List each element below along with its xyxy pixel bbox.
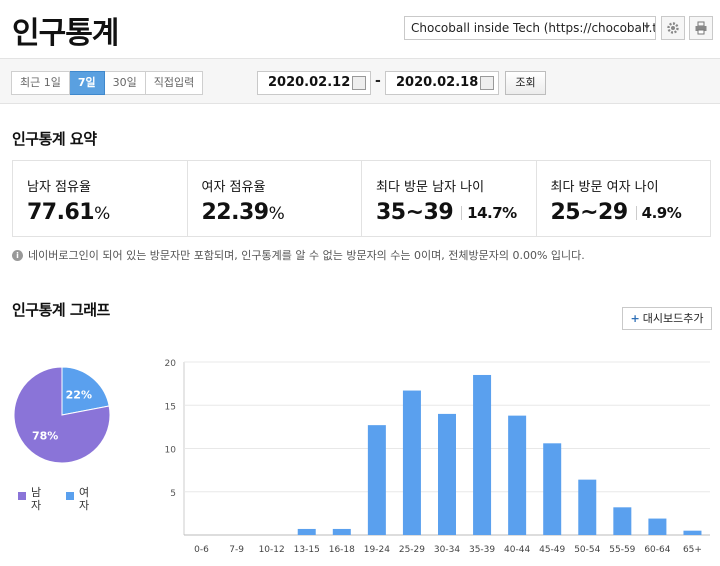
- date-from-value: 2020.02.12: [268, 75, 351, 90]
- card-label: 최다 방문 여자 나이: [550, 180, 659, 195]
- x-tick-label: 10-12: [259, 545, 285, 555]
- info-note: i 네이버로그인이 되어 있는 방문자만 포함되며, 인구통계를 알 수 없는 …: [12, 247, 585, 263]
- x-tick-label: 65+: [683, 545, 702, 555]
- summary-card-male-share: 남자 점유율 77.61%: [13, 161, 187, 236]
- bar-45-49[interactable]: [543, 443, 562, 535]
- summary-title: 인구통계 요약: [12, 130, 97, 148]
- page-title: 인구통계: [12, 16, 119, 51]
- date-to-value: 2020.02.18: [396, 75, 479, 90]
- y-tick-label: 15: [165, 402, 176, 412]
- info-note-text: 네이버로그인이 되어 있는 방문자만 포함되며, 인구통계를 알 수 없는 방문…: [28, 249, 585, 262]
- bar-16-18[interactable]: [332, 528, 351, 535]
- gender-pie-chart: 22% 78% 남 자 여 자: [13, 366, 111, 512]
- date-separator: -: [375, 73, 381, 89]
- x-tick-label: 50-54: [574, 545, 600, 555]
- legend-swatch: [66, 492, 74, 500]
- bar-55-59[interactable]: [613, 507, 632, 535]
- x-tick-label: 19-24: [364, 545, 390, 555]
- bar-13-15[interactable]: [297, 528, 316, 535]
- date-to-field[interactable]: 2020.02.18: [385, 71, 499, 95]
- card-label: 남자 점유율: [27, 180, 91, 195]
- x-tick-label: 55-59: [609, 545, 635, 555]
- plus-icon: +: [630, 312, 640, 325]
- date-from-field[interactable]: 2020.02.12: [257, 71, 371, 95]
- search-button[interactable]: 조회: [505, 71, 546, 95]
- bar-35-39[interactable]: [473, 374, 492, 535]
- summary-cards: 남자 점유율 77.61% 여자 점유율 22.39% 최다 방문 남자 나이 …: [12, 160, 711, 237]
- pie-slice-female[interactable]: [61, 366, 110, 416]
- bar-60-64[interactable]: [648, 518, 667, 535]
- bar-65+[interactable]: [683, 530, 702, 535]
- pie-slice-label: 78%: [32, 429, 58, 442]
- card-label: 여자 점유율: [201, 180, 266, 195]
- card-value: 22.39%: [201, 200, 285, 225]
- x-tick-label: 7-9: [229, 545, 244, 555]
- y-tick-label: 20: [165, 359, 177, 369]
- chevron-down-icon: [644, 25, 650, 29]
- calendar-icon[interactable]: [480, 76, 494, 90]
- age-bar-chart: 5 10 15 20 0-6 7-9 10-12 13-15 16-18 19-24 25-29 30…: [165, 359, 710, 555]
- card-label: 최다 방문 남자 나이: [376, 180, 485, 195]
- y-tick-label: 10: [165, 446, 177, 456]
- printer-icon: [695, 21, 707, 35]
- blog-select-value: Chocoball inside Tech (https://chocoball…: [411, 21, 656, 35]
- bar-19-24[interactable]: [367, 425, 386, 535]
- tab-30days[interactable]: 30일: [104, 71, 146, 95]
- summary-card-top-male-age: 최다 방문 남자 나이 35~39 14.7%: [361, 161, 536, 236]
- x-tick-label: 25-29: [399, 545, 425, 555]
- gear-icon: [667, 22, 679, 34]
- legend-swatch: [18, 492, 26, 500]
- info-icon: i: [12, 249, 23, 261]
- x-tick-label: 35-39: [469, 545, 495, 555]
- blog-select[interactable]: Chocoball inside Tech (https://chocoball…: [404, 16, 656, 40]
- x-tick-label: 30-34: [434, 545, 460, 555]
- card-value: 25~29 4.9%: [550, 200, 682, 225]
- x-tick-label: 40-44: [504, 545, 530, 555]
- summary-card-top-female-age: 최다 방문 여자 나이 25~29 4.9%: [535, 161, 711, 236]
- print-button[interactable]: [689, 16, 713, 40]
- tab-custom[interactable]: 직접입력: [145, 71, 204, 95]
- y-tick-label: 5: [170, 489, 176, 499]
- x-tick-label: 0-6: [194, 545, 209, 555]
- x-tick-label: 45-49: [539, 545, 565, 555]
- x-tick-label: 13-15: [294, 545, 320, 555]
- settings-button[interactable]: [661, 16, 685, 40]
- calendar-icon[interactable]: [352, 76, 366, 90]
- tab-7days[interactable]: 7일: [69, 71, 105, 95]
- card-value: 35~39 14.7%: [376, 200, 517, 225]
- card-value: 77.61%: [27, 200, 110, 225]
- bar-30-34[interactable]: [438, 413, 456, 535]
- pie-slice-label: 22%: [66, 389, 92, 402]
- pie-slice-male[interactable]: [13, 366, 111, 464]
- summary-card-female-share: 여자 점유율 22.39%: [186, 161, 362, 236]
- period-tabs: 최근 1일 7일 30일 직접입력: [11, 71, 204, 95]
- bar-40-44[interactable]: [508, 415, 527, 535]
- graph-title: 인구통계 그래프: [12, 301, 110, 319]
- bar-50-54[interactable]: [578, 479, 597, 535]
- add-dashboard-button[interactable]: + 대시보드추가: [622, 307, 712, 330]
- date-toolbar: 최근 1일 7일 30일 직접입력 2020.02.12 - 2020.02.1…: [0, 58, 720, 104]
- x-tick-label: 60-64: [644, 545, 670, 555]
- x-tick-label: 16-18: [329, 545, 355, 555]
- tab-1day[interactable]: 최근 1일: [11, 71, 70, 95]
- bar-25-29[interactable]: [402, 390, 421, 535]
- add-dashboard-label: 대시보드추가: [642, 312, 704, 325]
